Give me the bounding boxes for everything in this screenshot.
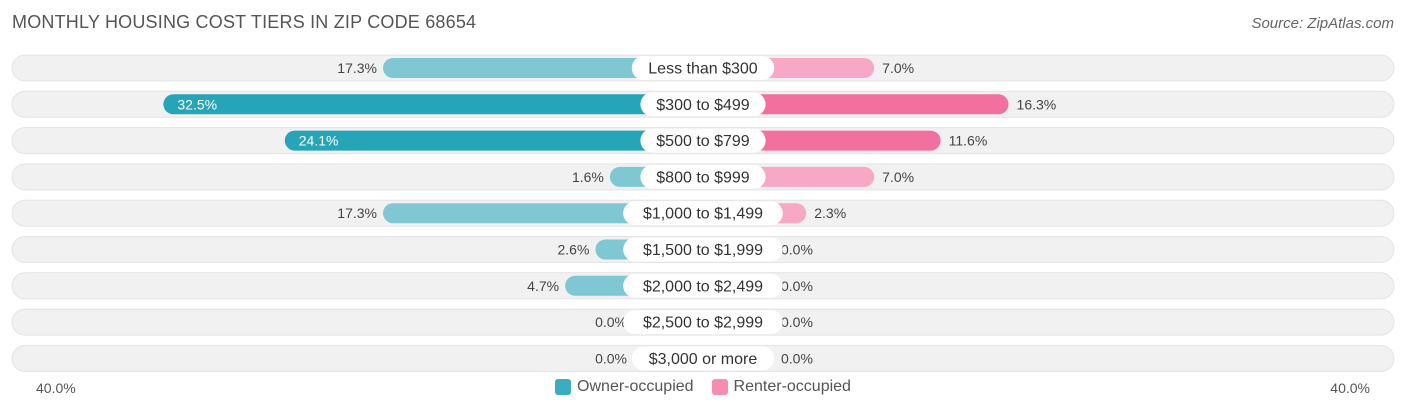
category-label-background <box>631 346 775 371</box>
category-label-background <box>623 310 783 335</box>
category-label-background <box>640 164 766 189</box>
axis-label-left: 40.0% <box>36 380 76 396</box>
category-label-background <box>631 56 775 80</box>
renter-value-label: 16.3% <box>1017 96 1057 112</box>
owner-bar <box>383 203 703 224</box>
legend-swatch-renter <box>711 379 728 395</box>
category-label-background <box>640 128 766 153</box>
category-label: $2,500 to $2,999 <box>643 315 763 332</box>
owner-bar <box>284 130 703 151</box>
owner-value-label: 17.3% <box>337 60 377 76</box>
legend-swatch-owner <box>555 379 572 395</box>
category-label-background <box>623 237 783 262</box>
category-label: $3,000 or more <box>649 351 758 368</box>
category-label: Less than $300 <box>648 61 758 78</box>
owner-value-label: 2.6% <box>558 242 590 258</box>
category-label: $800 to $999 <box>656 169 750 186</box>
renter-value-label: 0.0% <box>781 350 813 366</box>
category-label-background <box>640 92 766 117</box>
category-label-background <box>623 273 783 298</box>
renter-value-label: 0.0% <box>781 314 813 330</box>
category-label-background <box>623 201 783 226</box>
renter-value-label: 0.0% <box>781 278 813 294</box>
category-label: $1,000 to $1,499 <box>643 206 763 223</box>
owner-value-label: 32.5% <box>177 96 217 112</box>
renter-value-label: 0.0% <box>781 242 813 258</box>
category-label: $500 to $799 <box>656 133 750 150</box>
category-label: $300 to $499 <box>656 97 750 114</box>
renter-value-label: 7.0% <box>882 169 914 185</box>
owner-value-label: 4.7% <box>527 278 559 294</box>
legend-label-owner: Owner-occupied <box>577 378 694 395</box>
owner-bar <box>383 58 703 78</box>
legend-label-renter: Renter-occupied <box>733 378 851 395</box>
owner-value-label: 17.3% <box>337 205 377 221</box>
owner-value-label: 24.1% <box>299 133 339 149</box>
legend-item-renter: Renter-occupied <box>711 378 851 396</box>
owner-value-label: 0.0% <box>595 350 627 366</box>
chart-title: MONTHLY HOUSING COST TIERS IN ZIP CODE 6… <box>12 12 477 32</box>
renter-value-label: 2.3% <box>814 205 846 221</box>
legend-item-owner: Owner-occupied <box>555 378 694 396</box>
legend: Owner-occupied Renter-occupied <box>0 378 1406 396</box>
category-label: $2,000 to $2,499 <box>643 278 763 295</box>
category-label: $1,500 to $1,999 <box>643 242 763 259</box>
owner-bar <box>163 94 703 115</box>
renter-value-label: 7.0% <box>882 60 914 76</box>
renter-value-label: 11.6% <box>949 133 988 149</box>
owner-value-label: 1.6% <box>572 169 604 185</box>
owner-value-label: 0.0% <box>595 314 627 330</box>
renter-bar <box>703 94 1009 115</box>
axis-label-right: 40.0% <box>1330 380 1370 396</box>
chart-source: Source: ZipAtlas.com <box>1251 15 1394 32</box>
